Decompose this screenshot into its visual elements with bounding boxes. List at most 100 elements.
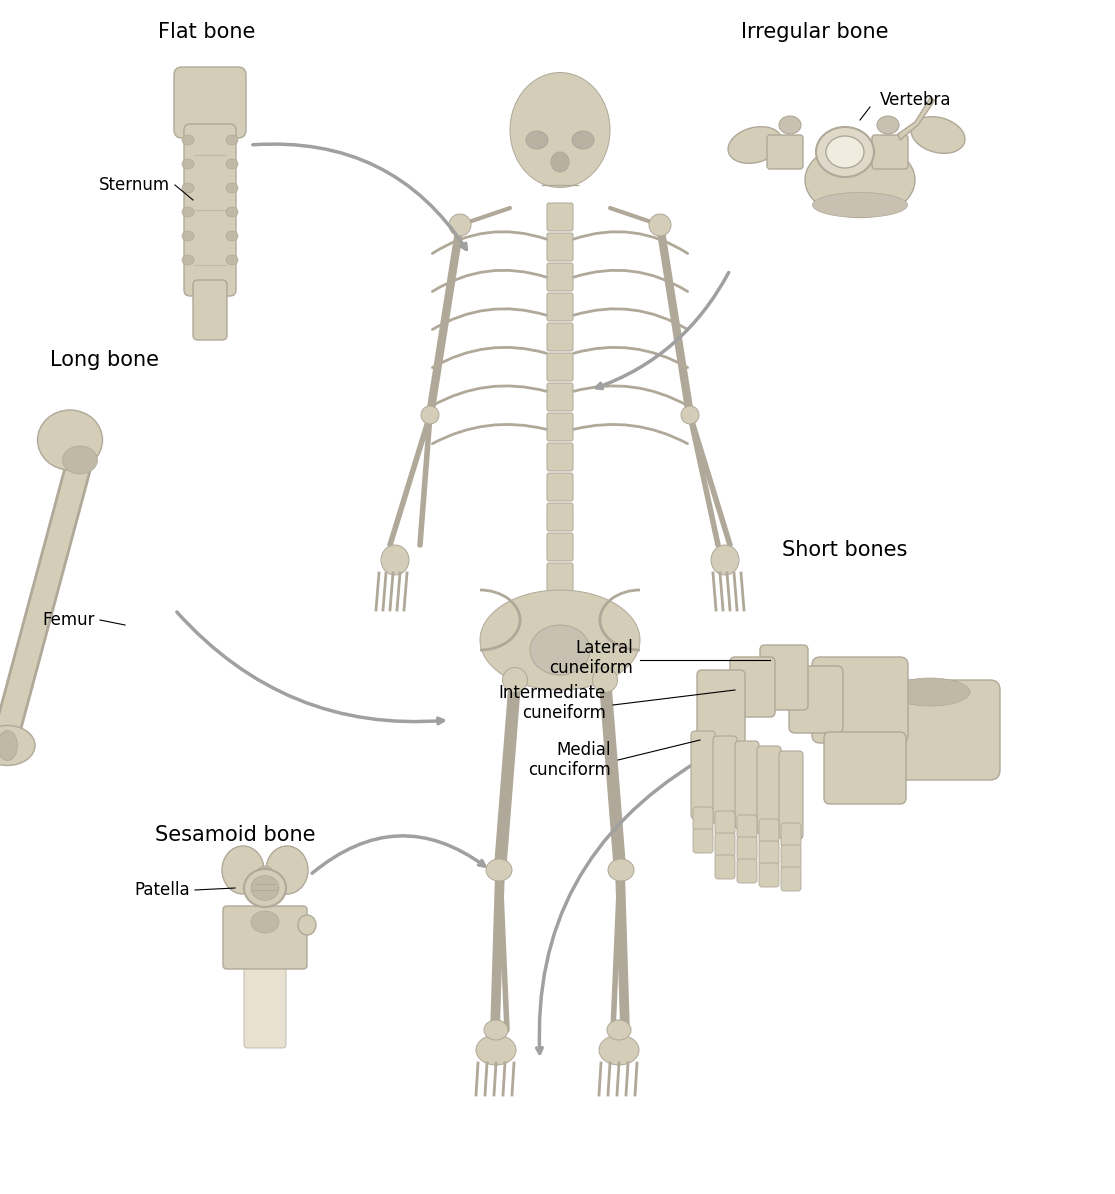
FancyBboxPatch shape [737, 858, 757, 884]
FancyBboxPatch shape [730, 657, 775, 718]
Ellipse shape [878, 116, 899, 134]
FancyBboxPatch shape [780, 867, 801, 891]
Polygon shape [898, 98, 935, 140]
Ellipse shape [911, 117, 964, 153]
Ellipse shape [182, 183, 194, 193]
Ellipse shape [607, 1020, 631, 1040]
Ellipse shape [599, 1035, 639, 1065]
Ellipse shape [805, 142, 915, 217]
Ellipse shape [251, 875, 279, 900]
Ellipse shape [551, 152, 569, 172]
FancyBboxPatch shape [789, 666, 843, 733]
FancyBboxPatch shape [547, 383, 573, 411]
Ellipse shape [182, 159, 194, 170]
Ellipse shape [484, 1020, 508, 1040]
FancyBboxPatch shape [759, 819, 779, 843]
Ellipse shape [421, 406, 439, 424]
Ellipse shape [681, 406, 699, 424]
Text: Sternum: Sternum [99, 176, 169, 193]
Ellipse shape [381, 544, 409, 576]
Ellipse shape [486, 858, 512, 881]
FancyBboxPatch shape [193, 281, 227, 340]
Text: Flat bone: Flat bone [158, 21, 255, 42]
FancyBboxPatch shape [694, 829, 712, 853]
FancyBboxPatch shape [547, 533, 573, 561]
Ellipse shape [182, 256, 194, 265]
Ellipse shape [826, 136, 864, 168]
FancyBboxPatch shape [715, 855, 735, 879]
FancyBboxPatch shape [812, 657, 908, 743]
FancyBboxPatch shape [760, 645, 808, 710]
FancyBboxPatch shape [780, 823, 801, 847]
FancyBboxPatch shape [223, 906, 307, 970]
FancyBboxPatch shape [174, 67, 246, 139]
Ellipse shape [890, 678, 970, 706]
Ellipse shape [226, 183, 237, 193]
Text: Femur: Femur [42, 611, 95, 629]
FancyBboxPatch shape [735, 741, 759, 829]
Ellipse shape [0, 726, 35, 765]
Ellipse shape [813, 192, 908, 217]
FancyBboxPatch shape [759, 841, 779, 864]
FancyBboxPatch shape [547, 233, 573, 261]
FancyBboxPatch shape [547, 203, 573, 230]
FancyBboxPatch shape [697, 670, 745, 745]
FancyBboxPatch shape [547, 293, 573, 321]
FancyBboxPatch shape [712, 736, 737, 824]
FancyBboxPatch shape [737, 816, 757, 839]
FancyBboxPatch shape [767, 135, 803, 170]
Text: Lateral
cuneiform: Lateral cuneiform [549, 639, 633, 677]
Ellipse shape [226, 207, 237, 217]
Ellipse shape [711, 544, 739, 576]
FancyBboxPatch shape [691, 731, 715, 819]
Text: Medial
cunciform: Medial cunciform [529, 740, 611, 780]
Ellipse shape [182, 135, 194, 144]
FancyBboxPatch shape [547, 564, 573, 591]
Ellipse shape [298, 915, 316, 935]
FancyBboxPatch shape [547, 324, 573, 351]
FancyBboxPatch shape [547, 443, 573, 470]
Ellipse shape [0, 731, 18, 761]
Ellipse shape [526, 131, 547, 149]
Ellipse shape [779, 116, 801, 134]
Ellipse shape [182, 207, 194, 217]
FancyBboxPatch shape [244, 958, 287, 1048]
FancyBboxPatch shape [694, 807, 712, 831]
Ellipse shape [449, 214, 471, 236]
FancyBboxPatch shape [547, 473, 573, 501]
Ellipse shape [62, 447, 97, 474]
Text: Vertebra: Vertebra [880, 91, 951, 109]
Ellipse shape [244, 869, 287, 907]
FancyBboxPatch shape [715, 833, 735, 857]
Ellipse shape [266, 847, 308, 894]
FancyBboxPatch shape [780, 845, 801, 869]
Ellipse shape [226, 256, 237, 265]
Ellipse shape [226, 135, 237, 144]
Text: Irregular bone: Irregular bone [741, 21, 889, 42]
Ellipse shape [226, 230, 237, 241]
Ellipse shape [816, 127, 874, 177]
FancyBboxPatch shape [779, 751, 803, 839]
FancyBboxPatch shape [824, 732, 906, 804]
FancyBboxPatch shape [759, 863, 779, 887]
Text: Long bone: Long bone [50, 350, 159, 370]
Ellipse shape [479, 590, 640, 690]
Text: Patella: Patella [135, 881, 190, 899]
Ellipse shape [608, 858, 634, 881]
Ellipse shape [503, 667, 527, 693]
Ellipse shape [222, 847, 264, 894]
FancyBboxPatch shape [860, 681, 1000, 780]
FancyBboxPatch shape [547, 263, 573, 291]
Ellipse shape [592, 667, 618, 693]
Ellipse shape [251, 911, 279, 933]
Text: Sesamoid bone: Sesamoid bone [155, 825, 316, 845]
Ellipse shape [38, 410, 103, 470]
Ellipse shape [572, 131, 594, 149]
FancyBboxPatch shape [547, 593, 573, 621]
Text: Intermediate
cuneiform: Intermediate cuneiform [498, 684, 605, 722]
Ellipse shape [226, 159, 237, 170]
FancyBboxPatch shape [184, 124, 236, 296]
FancyBboxPatch shape [872, 135, 908, 170]
Ellipse shape [254, 866, 277, 894]
FancyBboxPatch shape [757, 746, 780, 833]
